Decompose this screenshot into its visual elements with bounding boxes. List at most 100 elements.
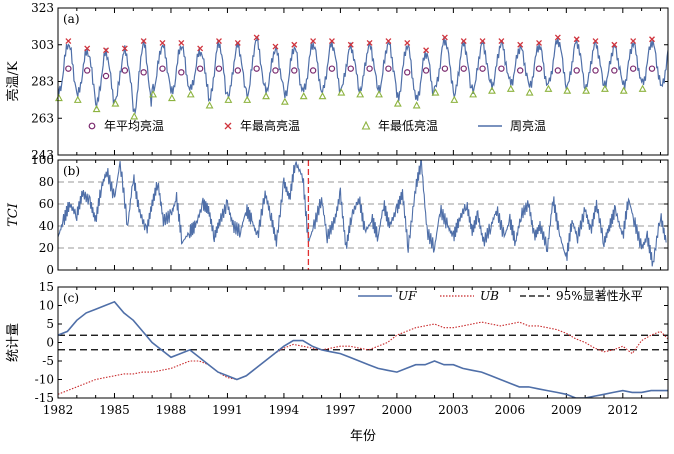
legend-item-uf: UF: [358, 289, 417, 303]
y-tick-label: 283: [31, 75, 54, 89]
annual-min-point: [450, 95, 459, 103]
annual-max-point: [65, 38, 72, 45]
annual-mean-point: [592, 67, 599, 74]
legend-label-threshold: 95%显著性水平: [556, 289, 643, 303]
annual-min-point: [393, 99, 402, 107]
annual-mean-point: [272, 67, 279, 74]
y-tick-label: 0: [46, 263, 54, 277]
annual-max-point: [328, 38, 335, 45]
annual-min-point: [130, 112, 139, 120]
annual-max-point: [253, 34, 260, 41]
y-axis-title: 统计量: [6, 323, 21, 362]
annual-mean-point: [309, 67, 317, 74]
annual-mean-point: [441, 65, 449, 72]
x-axis-title: 年份: [350, 429, 376, 444]
legend-item-mean: 年平均亮温: [88, 118, 164, 133]
annual-mean-point: [196, 65, 204, 72]
y-tick-label: 100: [31, 153, 54, 167]
y-axis-title: 亮温/K: [5, 61, 21, 101]
annual-max-point: [310, 38, 317, 45]
annual-max-point: [121, 45, 128, 52]
y-tick-label: -5: [42, 354, 54, 368]
annual-mean-point: [535, 65, 543, 72]
annual-mean-point: [234, 67, 241, 74]
x-tick-label: 2000: [382, 403, 413, 417]
legend-label-weekly: 周亮温: [510, 118, 546, 133]
y-tick-label: -10: [35, 373, 54, 387]
annual-min-point: [262, 92, 270, 100]
annual-max-point: [84, 45, 91, 52]
annual-mean-point: [121, 67, 129, 74]
annual-max-point: [498, 38, 505, 45]
annual-mean-point: [178, 69, 185, 76]
legend-swatch-min: [361, 120, 371, 130]
annual-mean-point: [102, 72, 110, 80]
plot-frame-a: [57, 7, 669, 156]
y-tick-label: -15: [35, 391, 54, 405]
annual-min-point: [638, 84, 647, 92]
plot-frame-b: [57, 159, 669, 271]
legend-label-ub: UB: [480, 289, 499, 303]
annual-min-point: [375, 90, 383, 98]
annual-mean-point: [253, 65, 260, 72]
y-tick-label: 20: [39, 241, 54, 255]
annual-max-point: [385, 38, 392, 45]
annual-min-point: [506, 84, 515, 92]
y-tick-label: 303: [31, 38, 54, 52]
annual-max-point: [611, 41, 618, 48]
panel-label: (b): [63, 164, 80, 178]
x-tick-label: 1994: [269, 403, 300, 417]
annual-mean-point: [648, 65, 656, 72]
y-axis-title: TCI: [6, 202, 21, 227]
annual-mean-point: [517, 67, 524, 74]
legend-item-threshold: 95%显著性水平: [520, 289, 643, 303]
annual-mean-point: [611, 67, 618, 74]
legend-item-max: 年最高亮温: [224, 118, 300, 133]
y-tick-label: 40: [39, 219, 54, 233]
annual-max-point: [234, 39, 241, 46]
annual-max-point: [573, 36, 580, 43]
x-tick-label: 1982: [43, 403, 74, 417]
y-tick-label: 323: [31, 1, 54, 15]
annual-min-point: [186, 90, 195, 98]
annual-min-point: [469, 90, 478, 98]
annual-max-point: [517, 41, 524, 48]
annual-mean-point: [498, 65, 505, 72]
annual-min-point: [224, 95, 233, 103]
legend-item-min: 年最低亮温: [361, 118, 438, 133]
annual-max-point: [197, 45, 204, 52]
x-tick-label: 1991: [212, 403, 243, 417]
annual-max-point: [554, 34, 561, 41]
annual-max-point: [536, 39, 542, 46]
legend-label-mean: 年平均亮温: [104, 118, 164, 133]
annual-max-point: [460, 38, 467, 45]
panel-c: -15 -10 -5 0 5 10 15 (c) 统计量 UF UB 95%显著性水平 1982 1985…: [6, 280, 669, 444]
legend-item-ub: UB: [440, 289, 499, 303]
annual-mean-point: [629, 65, 637, 72]
legend-a: 年平均亮温 年最高亮温 年最低亮温 周亮温: [88, 118, 546, 133]
annual-max-point: [441, 34, 448, 41]
legend-c: UF UB 95%显著性水平: [358, 289, 643, 303]
annual-min-point: [488, 86, 496, 94]
plot-frame-c: [57, 286, 669, 399]
annual-mean-point: [366, 65, 373, 72]
annual-mean-point: [328, 65, 336, 72]
annual-mean-point: [347, 65, 354, 72]
annual-mean-point: [291, 67, 298, 74]
annual-max-point: [630, 38, 637, 45]
panel-label: (c): [63, 291, 79, 305]
annual-max-point: [423, 47, 430, 54]
annual-min-point: [92, 104, 101, 113]
x-tick-label: 1988: [156, 403, 187, 417]
panel-a: 243 263 283 303 323 (a) 亮温/K 年平均亮温 年最高亮温 年最低亮温 周亮温: [5, 1, 669, 162]
annual-max-point: [178, 39, 185, 46]
annual-max-point: [272, 43, 279, 50]
x-tick-label: 2009: [551, 403, 582, 417]
annual-min-point: [149, 90, 158, 98]
annual-max-point: [103, 47, 109, 54]
y-tick-label: 80: [39, 175, 54, 189]
annual-min-point: [582, 86, 591, 94]
annual-min-point: [544, 84, 553, 92]
annual-mean-point: [65, 65, 72, 72]
